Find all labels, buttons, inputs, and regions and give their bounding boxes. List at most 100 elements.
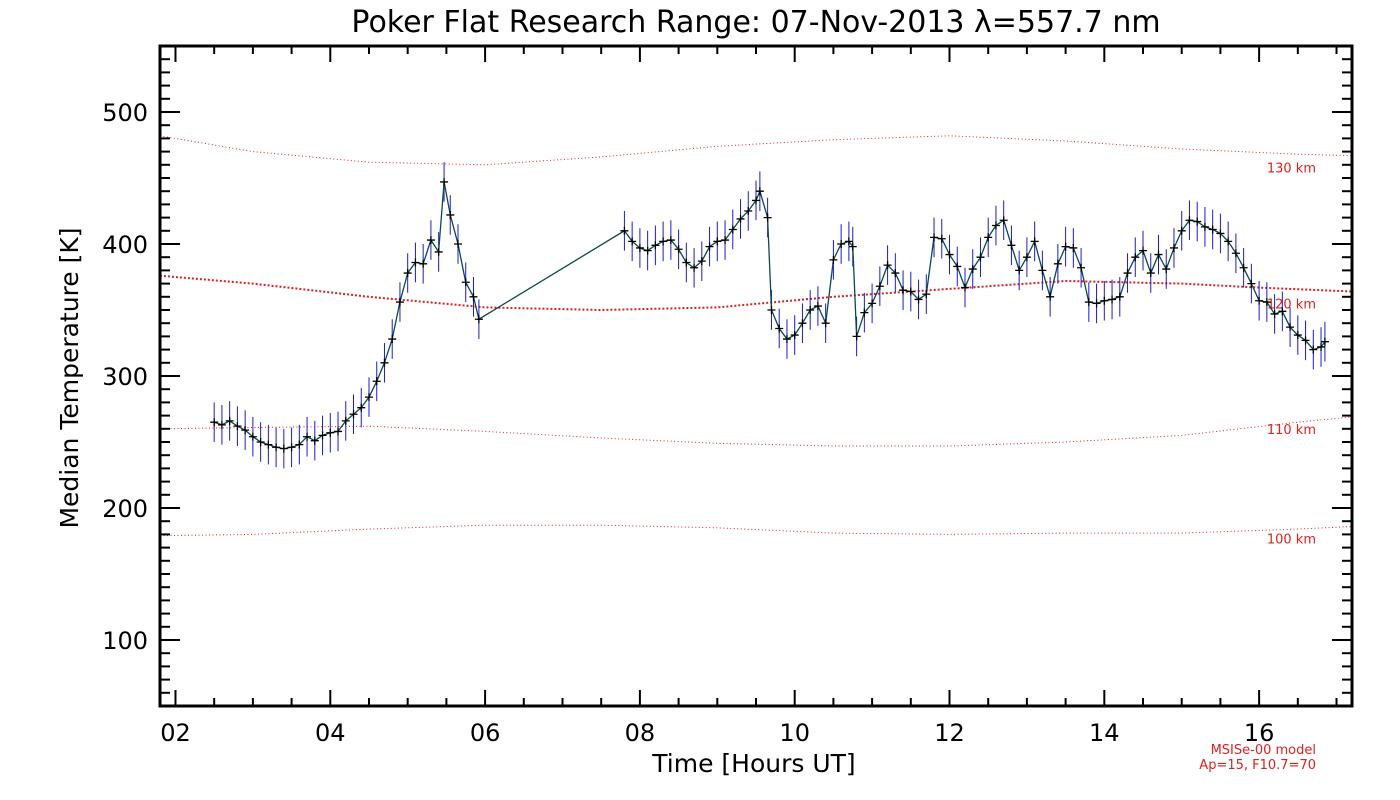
data-point bbox=[1278, 307, 1287, 316]
data-point bbox=[1293, 331, 1302, 340]
data-point bbox=[474, 315, 483, 324]
data-point bbox=[1053, 259, 1062, 268]
data-point bbox=[697, 257, 706, 266]
footnote-line-2: Ap=15, F10.7=70 bbox=[1199, 758, 1316, 773]
y-tick-labels: 100 200 300 400 500 bbox=[102, 99, 148, 655]
x-tick-labels: 02 04 06 08 10 12 14 16 bbox=[160, 719, 1274, 747]
data-point bbox=[1224, 237, 1233, 246]
x-tick-label: 12 bbox=[934, 719, 965, 747]
data-point bbox=[1061, 242, 1070, 251]
data-point bbox=[755, 187, 764, 196]
data-point bbox=[798, 319, 807, 328]
data-point bbox=[829, 255, 838, 264]
data-point bbox=[1185, 216, 1194, 225]
data-point bbox=[806, 306, 815, 314]
x-axis-label: Time [Hours UT] bbox=[651, 749, 855, 778]
data-point bbox=[241, 426, 250, 435]
data-point bbox=[968, 265, 977, 274]
x-tick-label: 08 bbox=[625, 719, 656, 747]
data-point bbox=[690, 263, 699, 272]
data-point bbox=[1131, 253, 1140, 262]
data-point bbox=[744, 207, 753, 215]
data-point bbox=[976, 253, 985, 262]
temperature-line bbox=[213, 181, 1326, 450]
data-point bbox=[930, 233, 939, 242]
data-point bbox=[1115, 292, 1124, 301]
data-point bbox=[953, 262, 962, 271]
data-point bbox=[705, 242, 714, 251]
data-point bbox=[310, 436, 319, 445]
data-point bbox=[728, 225, 737, 234]
data-point bbox=[1177, 226, 1186, 235]
data-point bbox=[875, 282, 884, 291]
data-point bbox=[1084, 298, 1093, 307]
data-point bbox=[264, 440, 273, 449]
data-point bbox=[1046, 292, 1055, 301]
data-point bbox=[1200, 222, 1209, 231]
data-point bbox=[334, 427, 343, 436]
y-tick-label: 400 bbox=[102, 231, 148, 259]
data-point bbox=[248, 432, 257, 441]
data-point bbox=[341, 416, 350, 425]
data-point bbox=[821, 319, 830, 328]
data-point bbox=[1092, 299, 1101, 308]
y-tick-label: 100 bbox=[102, 627, 148, 655]
data-point bbox=[736, 214, 745, 223]
data-point bbox=[844, 237, 853, 246]
y-axis-label: Median Temperature [K] bbox=[55, 227, 84, 528]
data-point bbox=[682, 258, 691, 267]
data-point bbox=[782, 335, 791, 344]
x-tick-label: 14 bbox=[1089, 719, 1120, 747]
data-point bbox=[914, 295, 923, 304]
data-point bbox=[1139, 246, 1148, 255]
data-point bbox=[318, 431, 327, 440]
data-point bbox=[1146, 269, 1155, 278]
data-point bbox=[388, 335, 397, 344]
data-point bbox=[233, 422, 242, 431]
data-point bbox=[1231, 249, 1240, 258]
data-point bbox=[960, 283, 969, 292]
data-point bbox=[1069, 243, 1078, 252]
data-point bbox=[620, 226, 629, 235]
data-point bbox=[899, 286, 908, 295]
footnote-line-1: MSISe-00 model bbox=[1211, 743, 1316, 758]
data-point bbox=[1100, 296, 1109, 305]
model-curve-labels: 130 km 120 km 110 km 100 km bbox=[1267, 162, 1316, 548]
data-point bbox=[326, 428, 335, 437]
data-point bbox=[440, 177, 449, 186]
model-curve-label-100km: 100 km bbox=[1267, 533, 1316, 548]
data-point bbox=[984, 233, 993, 242]
data-point bbox=[999, 216, 1008, 225]
data-point bbox=[364, 393, 373, 402]
data-point bbox=[380, 358, 389, 367]
model-curve-label-130km: 130 km bbox=[1267, 162, 1316, 177]
data-point bbox=[991, 221, 1000, 230]
data-point bbox=[1286, 323, 1295, 332]
data-point bbox=[256, 438, 265, 446]
data-point bbox=[775, 324, 784, 333]
data-point bbox=[1255, 296, 1264, 305]
model-curve-100km bbox=[159, 524, 1353, 537]
data-point bbox=[303, 432, 312, 441]
data-point bbox=[1247, 279, 1256, 288]
data-point bbox=[1169, 243, 1178, 252]
x-tick-label: 10 bbox=[779, 719, 810, 747]
data-point bbox=[868, 299, 877, 308]
data-point bbox=[454, 240, 462, 248]
data-point bbox=[674, 245, 683, 254]
data-point bbox=[403, 269, 412, 278]
data-point bbox=[1038, 266, 1047, 275]
model-curve-120km bbox=[159, 274, 1353, 312]
model-curve-label-120km: 120 km bbox=[1267, 298, 1316, 313]
data-point bbox=[1108, 295, 1117, 304]
data-point bbox=[1270, 309, 1279, 318]
data-point bbox=[1216, 229, 1225, 238]
data-point bbox=[1015, 266, 1024, 275]
data-point bbox=[210, 418, 219, 427]
data-point bbox=[837, 240, 846, 248]
y-tick-label: 500 bbox=[102, 99, 148, 127]
data-point bbox=[419, 259, 428, 268]
y-tick-label: 300 bbox=[102, 363, 148, 391]
data-point bbox=[752, 196, 760, 205]
